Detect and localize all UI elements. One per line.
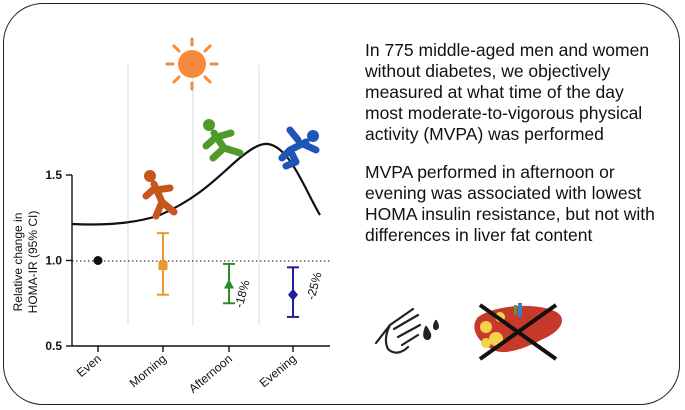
data-point — [93, 256, 103, 265]
x-ticks: Even Morning Afternoon Evening — [74, 346, 299, 396]
y-ticks: 0.5 1.0 1.5 — [45, 168, 72, 353]
crescent-moon-icon — [295, 44, 330, 89]
bottom-icons — [374, 303, 563, 361]
hand-sweat-icon — [374, 307, 439, 354]
crossed-fatty-liver-icon — [474, 303, 563, 361]
data-point — [288, 288, 298, 301]
data-point — [224, 278, 234, 289]
afternoon-change-label: -18% — [232, 278, 253, 309]
running-person-icon — [202, 119, 244, 162]
sprinting-person-icon — [278, 126, 320, 170]
x-tick-label: Afternoon — [186, 352, 235, 396]
data-point — [158, 261, 168, 271]
summary-text: In 775 middle-aged men and women without… — [365, 40, 665, 263]
x-tick-label: Evening — [257, 352, 299, 391]
data-marks — [93, 232, 299, 318]
y-tick-label: 1.5 — [45, 168, 62, 182]
sun-icon — [165, 37, 219, 91]
summary-paragraph-2: MVPA performed in afternoon or evening w… — [365, 162, 655, 245]
x-tick-label: Morning — [127, 352, 169, 391]
infographic-frame — [3, 3, 680, 405]
evening-change-label: -25% — [304, 270, 325, 301]
walking-person-icon — [142, 170, 178, 220]
x-tick-label: Even — [74, 352, 104, 380]
y-tick-label: 0.5 — [45, 339, 62, 353]
activity-curve — [71, 142, 321, 226]
period-separators — [127, 65, 260, 325]
summary-paragraph-1: In 775 middle-aged men and women without… — [365, 40, 650, 144]
y-axis-label-line1: Relative change in — [11, 213, 25, 312]
y-tick-label: 1.0 — [45, 254, 62, 268]
y-axis-label-line2: HOMA-IR (95% CI) — [26, 211, 40, 314]
